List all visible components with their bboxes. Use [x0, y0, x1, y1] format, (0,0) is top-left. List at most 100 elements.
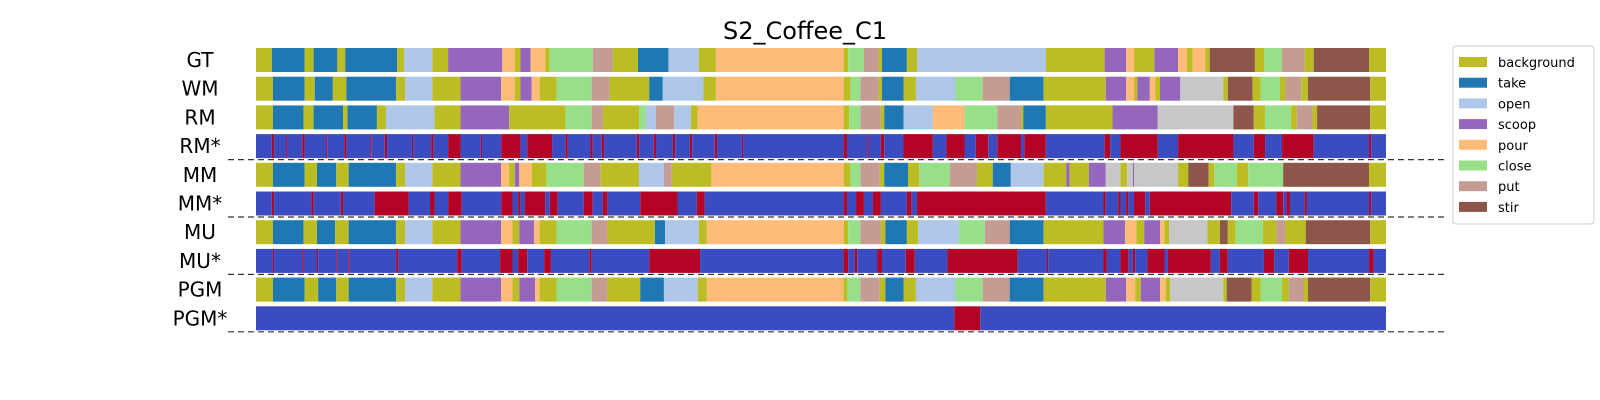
segment-background [1223, 76, 1228, 101]
segment-background [671, 162, 712, 187]
row-wm: WM [181, 76, 1386, 101]
segment-diff_mismatch [1282, 134, 1314, 159]
segment-background [1262, 220, 1277, 245]
segment-take [318, 277, 337, 302]
segment-put [860, 277, 880, 302]
segment-diff_mismatch [714, 134, 718, 159]
segment-diff_mismatch [348, 248, 350, 273]
segment-diff_match [434, 191, 449, 216]
segment-background [1043, 220, 1104, 245]
segment-diff_match [880, 191, 907, 216]
segment-background [539, 76, 557, 101]
segment-diff_match [1371, 134, 1386, 159]
segment-close [549, 48, 593, 72]
segment-diff_mismatch [501, 134, 521, 159]
segment-background [396, 76, 406, 101]
segment-background [514, 48, 521, 72]
segment-open [404, 48, 433, 72]
segment-background [843, 48, 849, 72]
segment-background [1253, 105, 1266, 130]
segment-background [880, 105, 885, 130]
segment-diff_match [1233, 134, 1254, 159]
segment-put [1276, 220, 1286, 245]
segment-take [1023, 105, 1046, 130]
segment-put [982, 277, 1010, 302]
row-label: GT [186, 48, 214, 72]
segment-diff_mismatch [1132, 248, 1136, 273]
segment-background [1187, 48, 1193, 72]
segment-diff_match [1045, 134, 1105, 159]
segment-scoop [460, 162, 502, 187]
segment-scoop [1105, 76, 1127, 101]
segment-diff_mismatch [649, 248, 701, 273]
legend-label-put: put [1498, 180, 1520, 195]
segment-diff_mismatch [741, 134, 744, 159]
segment-background [343, 105, 348, 130]
segment-take [1009, 277, 1044, 302]
segment-diff_match [520, 134, 528, 159]
segment-diff_mismatch [672, 134, 676, 159]
segment-scoop [1140, 277, 1160, 302]
segment-background [1252, 76, 1261, 101]
segment-background [976, 162, 993, 187]
segment-unlabeled [1134, 162, 1179, 187]
segment-close [848, 220, 861, 245]
row-mm-diff: MM* [178, 191, 1444, 218]
segment-take [313, 105, 344, 130]
segment-diff_match [717, 134, 742, 159]
segment-take [654, 220, 666, 245]
segment-background [1021, 105, 1024, 130]
segment-take [271, 48, 305, 72]
segment-take [637, 48, 669, 72]
segment-put [863, 48, 879, 72]
segment-unlabeled [1170, 277, 1224, 302]
segment-diff_match [592, 191, 603, 216]
segment-pour [706, 277, 844, 302]
segment-scoop [460, 105, 510, 130]
segment-scoop [520, 76, 532, 101]
segment-scoop [448, 48, 503, 72]
segment-diff_mismatch [286, 134, 288, 159]
segment-put [997, 105, 1022, 130]
chart-title: S2_Coffee_C1 [723, 17, 887, 45]
segment-diff_match [639, 134, 654, 159]
segment-diff_mismatch [1369, 134, 1372, 159]
segment-background [303, 105, 314, 130]
segment-diff_mismatch [336, 248, 338, 273]
segment-pour [519, 162, 532, 187]
segment-diff_match [460, 134, 481, 159]
segment-background [432, 277, 461, 302]
segment-stir [1313, 48, 1370, 72]
segment-diff_mismatch [480, 134, 482, 159]
segment-background [336, 277, 349, 302]
segment-take [345, 48, 398, 72]
segment-diff_mismatch [271, 134, 275, 159]
legend-frame [1452, 45, 1595, 225]
segment-diff_mismatch [1286, 191, 1290, 216]
segment-put [860, 220, 881, 245]
segment-diff_match [461, 248, 501, 273]
segment-diff_mismatch [843, 248, 849, 273]
segment-take [348, 220, 397, 245]
segment-pour [501, 277, 513, 302]
segment-put [591, 105, 603, 130]
segment-unlabeled [1127, 162, 1133, 187]
segment-diff_mismatch [302, 134, 305, 159]
legend-swatch-close [1459, 160, 1487, 171]
segment-diff_match [287, 134, 303, 159]
segment-diff_mismatch [1276, 191, 1284, 216]
segment-diff_match [1145, 191, 1150, 216]
segment-diff_mismatch [1147, 248, 1165, 273]
segment-background [1254, 48, 1264, 72]
segment-put [1288, 277, 1304, 302]
segment-put [1296, 105, 1313, 130]
segment-stir [1308, 277, 1371, 302]
segment-close [848, 48, 864, 72]
segment-diff_mismatch [1219, 248, 1228, 273]
segment-put [591, 220, 608, 245]
segment-diff_mismatch [448, 191, 462, 216]
segment-background [1045, 48, 1105, 72]
segment-background [1135, 277, 1141, 302]
row-label: WM [181, 77, 218, 101]
segment-background [1164, 220, 1170, 245]
